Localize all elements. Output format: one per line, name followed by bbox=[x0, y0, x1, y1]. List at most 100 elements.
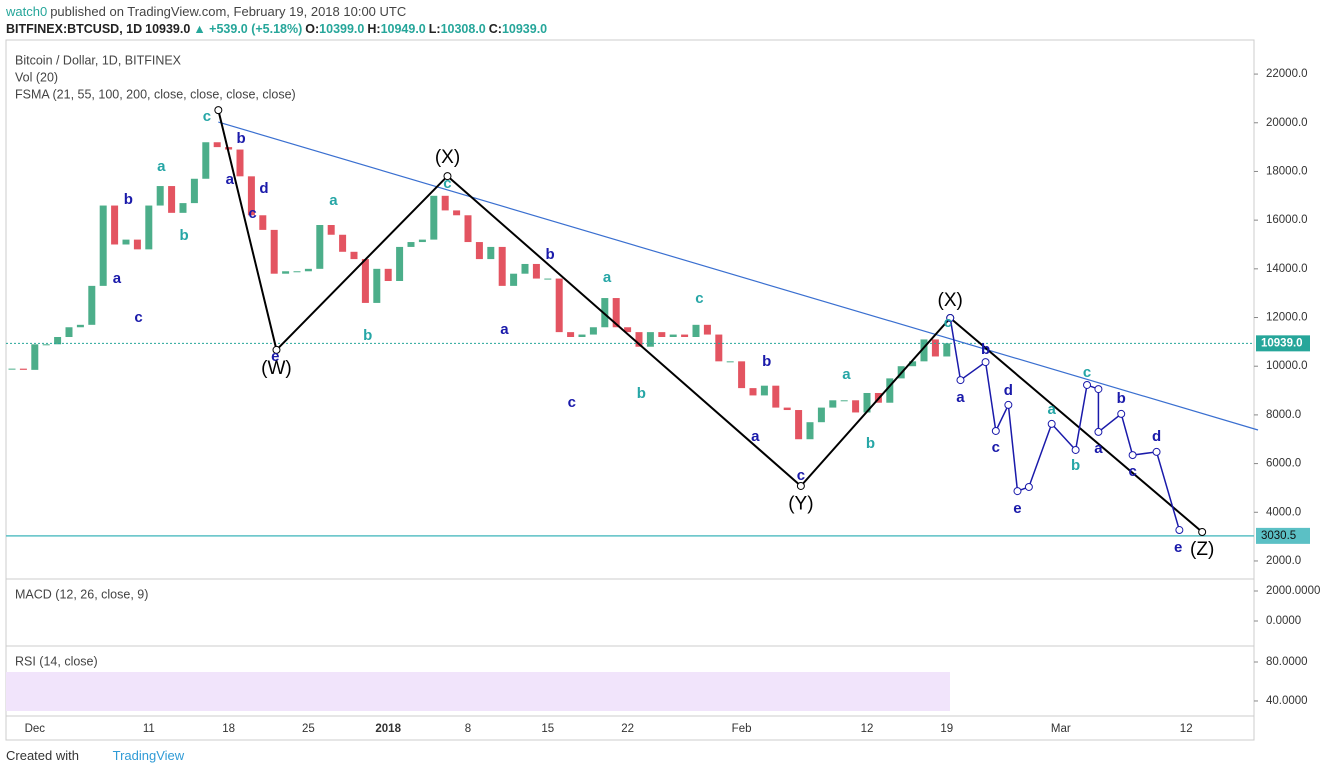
candle bbox=[396, 246, 404, 282]
wave-label: a bbox=[956, 389, 965, 406]
candle bbox=[931, 339, 939, 357]
projection-line-point bbox=[1094, 385, 1103, 394]
frame bbox=[5, 39, 1255, 741]
wave-label: a bbox=[500, 321, 509, 338]
wave-label: b bbox=[237, 130, 246, 147]
wave-label: c bbox=[944, 314, 952, 331]
x-tick-label: 22 bbox=[621, 723, 634, 735]
pane-tick-label: 80.0000 bbox=[1266, 656, 1308, 668]
pane-tick-label: 40.0000 bbox=[1266, 695, 1308, 707]
y-tick-label: 12000.0 bbox=[1266, 312, 1308, 324]
wave-label: a bbox=[842, 366, 851, 383]
wave-line-point bbox=[272, 345, 281, 354]
wave-line-point bbox=[214, 106, 223, 115]
brand[interactable]: TradingView bbox=[112, 748, 185, 763]
candle bbox=[829, 400, 837, 408]
legend-entry: FSMA (21, 55, 100, 200, close, close, cl… bbox=[15, 87, 296, 101]
wave-label: (X) bbox=[938, 290, 963, 311]
candle bbox=[475, 242, 483, 260]
x-tick-label: 19 bbox=[940, 723, 953, 735]
x-tick-label: 11 bbox=[143, 723, 155, 735]
y-tick-label: 6000.0 bbox=[1266, 458, 1301, 470]
candle bbox=[54, 336, 62, 345]
candle bbox=[510, 273, 518, 286]
wave-label: e bbox=[1174, 539, 1182, 556]
pane-tick-label: 2000.0000 bbox=[1266, 585, 1320, 597]
projection-line-point bbox=[1083, 380, 1092, 389]
projection-line-point bbox=[1152, 447, 1161, 456]
y-tick-label: 20000.0 bbox=[1266, 117, 1308, 129]
wave-line-point bbox=[1198, 527, 1207, 536]
candle bbox=[760, 385, 768, 396]
candle bbox=[247, 176, 255, 216]
candle bbox=[31, 344, 39, 370]
candle bbox=[692, 324, 700, 337]
wave-label: c bbox=[568, 394, 576, 411]
candle bbox=[259, 215, 267, 230]
candle bbox=[521, 263, 529, 274]
projection-line-point bbox=[1094, 427, 1103, 436]
candle bbox=[840, 400, 848, 402]
candle bbox=[886, 378, 894, 403]
price-label: 10939.0 bbox=[1261, 337, 1303, 349]
pane-title: RSI (14, close) bbox=[15, 654, 98, 668]
candle bbox=[133, 239, 141, 250]
symbol-line: BITFINEX:BTCUSD, 1D 10939.0 ▲ +539.0 (+5.1… bbox=[6, 22, 553, 36]
wave-line bbox=[217, 109, 1203, 533]
candle bbox=[601, 298, 609, 328]
x-tick-label: 12 bbox=[861, 723, 874, 735]
candle bbox=[738, 361, 746, 389]
candle bbox=[418, 239, 426, 243]
candle bbox=[498, 246, 506, 286]
trendline bbox=[218, 121, 1259, 431]
projection-line-point bbox=[1013, 487, 1022, 496]
candle bbox=[88, 285, 96, 325]
x-tick-label: 8 bbox=[465, 723, 471, 735]
ohlc: O:10399.0 H:10949.0 L:10308.0 C:10939.0 bbox=[305, 22, 550, 36]
candle bbox=[304, 268, 312, 272]
legend-entry: Bitcoin / Dollar, 1D, BITFINEX bbox=[15, 53, 182, 67]
x-tick-label: 12 bbox=[1180, 723, 1193, 735]
y-tick-label: 22000.0 bbox=[1266, 68, 1308, 80]
candle bbox=[384, 268, 392, 282]
candle bbox=[213, 142, 221, 148]
pane-tick-label: 0.0000 bbox=[1266, 615, 1301, 627]
wave-label: b bbox=[637, 385, 646, 402]
y-tick-label: 8000.0 bbox=[1266, 409, 1301, 421]
ohlc-value: 10308.0 bbox=[440, 22, 486, 36]
ohlc-value: 10939.0 bbox=[501, 22, 548, 36]
candle bbox=[635, 332, 643, 347]
symbol: BITFINEX:BTCUSD, 1D bbox=[6, 22, 143, 36]
rsi-band bbox=[6, 672, 950, 711]
change: ▲ +539.0 (+5.18%) bbox=[193, 22, 303, 36]
candle bbox=[703, 324, 711, 335]
last: 10939.0 bbox=[145, 22, 191, 36]
candle bbox=[795, 410, 803, 440]
wave-label: (Z) bbox=[1190, 539, 1214, 560]
candle bbox=[749, 388, 757, 396]
candle bbox=[920, 339, 928, 362]
projection-line-point bbox=[1071, 445, 1080, 454]
wave-label: a bbox=[113, 270, 122, 287]
candle bbox=[145, 205, 153, 250]
projection-line bbox=[949, 317, 1181, 531]
wave-label: e bbox=[271, 348, 279, 365]
wave-label: c bbox=[1083, 364, 1091, 381]
candle bbox=[909, 361, 917, 367]
candle bbox=[669, 334, 677, 337]
projection-line-point bbox=[1004, 400, 1013, 409]
wave-label: c bbox=[797, 467, 805, 484]
candle bbox=[8, 368, 16, 370]
candle bbox=[772, 385, 780, 408]
candle bbox=[430, 195, 438, 240]
x-tick-label: 2018 bbox=[375, 723, 401, 735]
wave-label: (Y) bbox=[788, 493, 813, 514]
publish-line: watch0 published on TradingView.com, Febr… bbox=[6, 4, 409, 19]
price-label-box bbox=[1256, 335, 1310, 352]
candle bbox=[658, 332, 666, 337]
publisher[interactable]: watch0 bbox=[6, 4, 48, 19]
wave-line-point bbox=[796, 481, 805, 490]
candle bbox=[589, 327, 597, 335]
wave-label: c bbox=[443, 175, 451, 192]
